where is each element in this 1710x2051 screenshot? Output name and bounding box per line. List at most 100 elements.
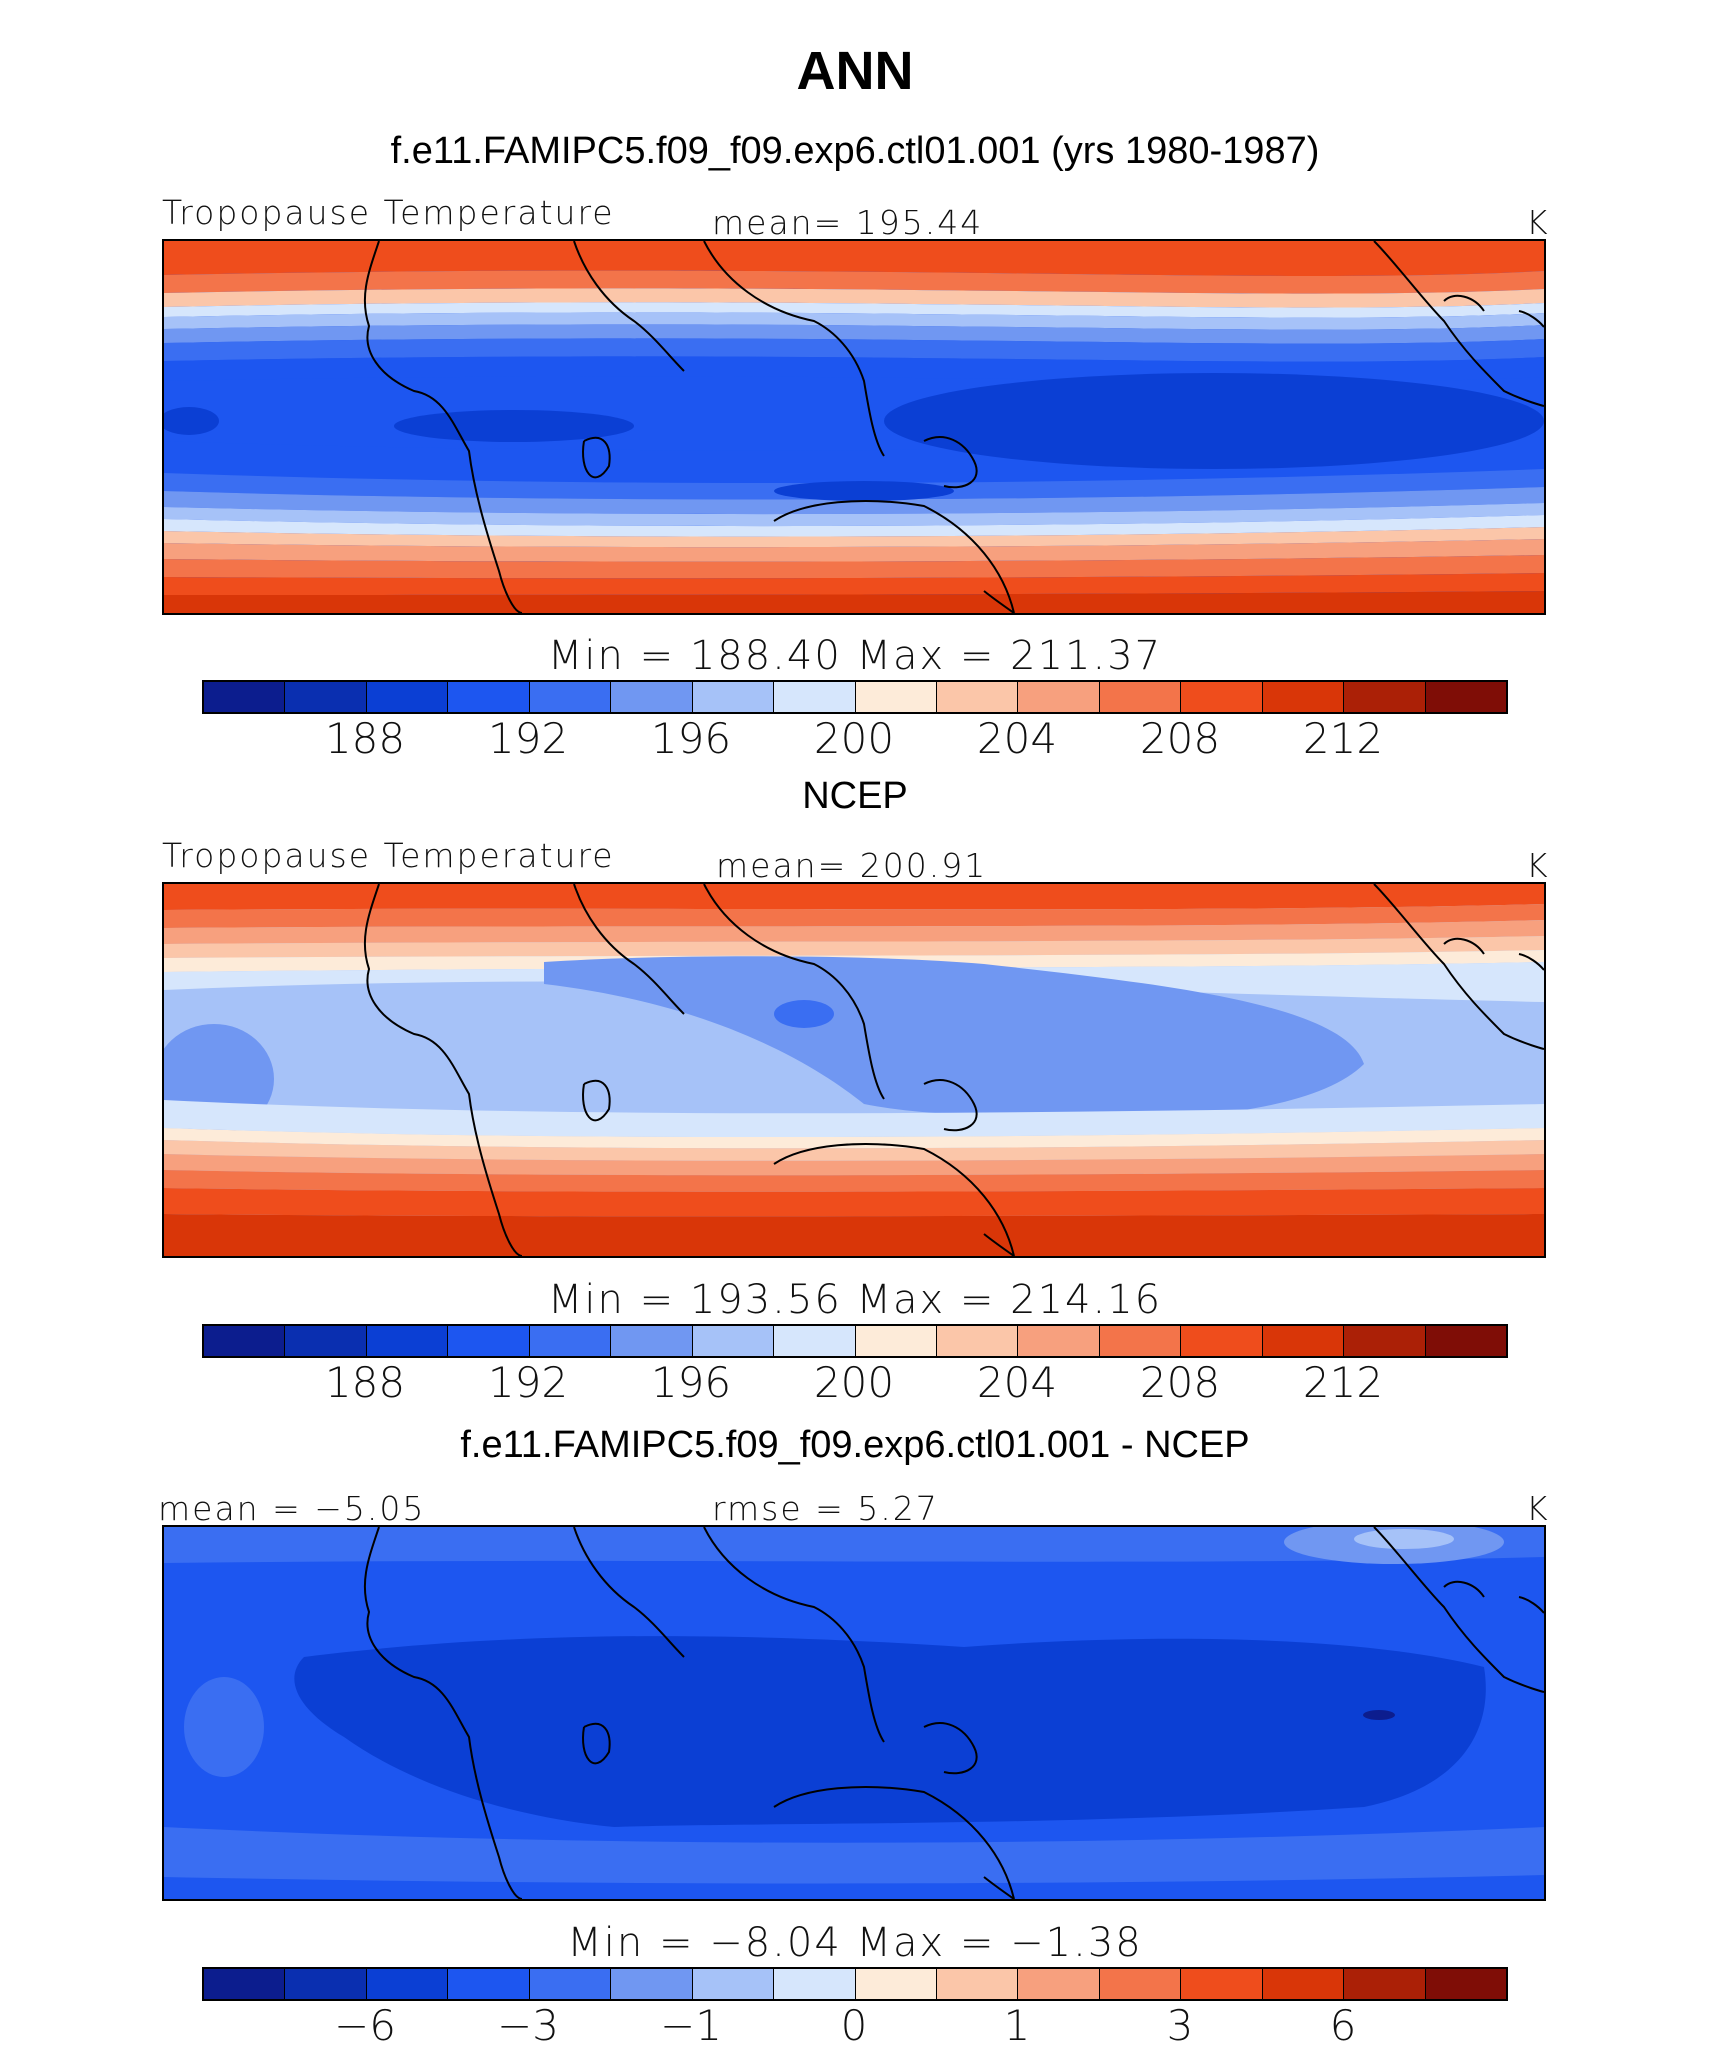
- colorbar-swatch: [1425, 1969, 1506, 1999]
- panel-3-colorbar-ticks: −6 −3 −1 0 1 3 6: [0, 2001, 1710, 2051]
- panel-1-title: f.e11.FAMIPC5.f09_f09.exp6.ctl01.001 (yr…: [390, 130, 1320, 172]
- colorbar-swatch: [285, 1969, 367, 1999]
- panel-1-variable-label: Tropopause Temperature: [162, 193, 615, 232]
- colorbar-swatch: [855, 1969, 937, 1999]
- colorbar-swatch: [1018, 682, 1100, 712]
- colorbar-swatch: [448, 1969, 530, 1999]
- panel-2-units-label: K: [1526, 846, 1550, 885]
- colorbar-swatch: [774, 1326, 856, 1356]
- colorbar-tick-label: 196: [650, 1358, 732, 1407]
- colorbar-swatch: [204, 1969, 286, 1999]
- colorbar-swatch: [692, 682, 775, 712]
- colorbar-tick-label: 200: [813, 714, 895, 763]
- colorbar-swatch: [936, 682, 1019, 712]
- colorbar-tick-label: 192: [487, 714, 569, 763]
- colorbar-swatch: [1262, 682, 1345, 712]
- panel-2-min-max: Min = 193.56 Max = 214.16: [547, 1277, 1163, 1323]
- panel-2-temperature-field: [164, 884, 1544, 1256]
- panel-1-mean-label: mean= 195.44: [712, 203, 984, 242]
- colorbar-tick-label: −3: [497, 2001, 559, 2050]
- panel-3-difference-field: [164, 1527, 1544, 1899]
- colorbar-tick-label: 196: [650, 714, 732, 763]
- colorbar-swatch: [1344, 1969, 1426, 1999]
- panel-1-temperature-field: [164, 241, 1544, 613]
- colorbar-tick-label: −1: [660, 2001, 722, 2050]
- colorbar-swatch: [529, 682, 612, 712]
- panel-2-map: [162, 882, 1546, 1258]
- colorbar-tick-label: 204: [976, 1358, 1058, 1407]
- colorbar-swatch: [1018, 1326, 1100, 1356]
- panel-3-map: [162, 1525, 1546, 1901]
- colorbar-swatch: [936, 1969, 1019, 1999]
- colorbar-swatch: [529, 1326, 612, 1356]
- colorbar-tick-label: 192: [487, 1358, 569, 1407]
- colorbar-swatch: [1099, 1326, 1182, 1356]
- colorbar-tick-label: −6: [334, 2001, 396, 2050]
- panel-3-colorbar: [202, 1967, 1508, 2001]
- colorbar-swatch: [1425, 1326, 1506, 1356]
- colorbar-swatch: [1262, 1969, 1345, 1999]
- figure-title: ANN: [796, 41, 914, 101]
- colorbar-swatch: [448, 682, 530, 712]
- panel-2-mean-label: mean= 200.91: [716, 846, 988, 885]
- panel-2-colorbar-ticks: 188 192 196 200 204 208 212: [0, 1358, 1710, 1408]
- colorbar-tick-label: 208: [1139, 714, 1221, 763]
- colorbar-swatch: [1425, 682, 1506, 712]
- panel-3-title: f.e11.FAMIPC5.f09_f09.exp6.ctl01.001 - N…: [460, 1424, 1250, 1466]
- colorbar-tick-label: 3: [1166, 2001, 1194, 2050]
- colorbar-swatch: [611, 1326, 693, 1356]
- colorbar-swatch: [774, 1969, 856, 1999]
- panel-2-variable-label: Tropopause Temperature: [162, 836, 615, 875]
- colorbar-swatch: [692, 1969, 775, 1999]
- colorbar-swatch: [611, 682, 693, 712]
- colorbar-tick-label: 188: [324, 714, 406, 763]
- panel-3-rmse-label: rmse = 5.27: [712, 1489, 939, 1528]
- colorbar-swatch: [1344, 1326, 1426, 1356]
- colorbar-swatch: [774, 682, 856, 712]
- panel-3-coastlines: [363, 1527, 1544, 1899]
- panel-1-colorbar: [202, 680, 1508, 714]
- colorbar-tick-label: 212: [1302, 714, 1384, 763]
- colorbar-swatch: [1099, 1969, 1182, 1999]
- colorbar-swatch: [285, 682, 367, 712]
- panel-1-colorbar-ticks: 188 192 196 200 204 208 212: [0, 714, 1710, 764]
- colorbar-tick-label: 208: [1139, 1358, 1221, 1407]
- colorbar-swatch: [448, 1326, 530, 1356]
- colorbar-swatch: [1262, 1326, 1345, 1356]
- colorbar-swatch: [855, 682, 937, 712]
- colorbar-tick-label: 212: [1302, 1358, 1384, 1407]
- colorbar-swatch: [285, 1326, 367, 1356]
- colorbar-swatch: [366, 682, 449, 712]
- colorbar-swatch: [366, 1326, 449, 1356]
- panel-1-coastlines: [363, 241, 1544, 613]
- colorbar-swatch: [204, 682, 286, 712]
- colorbar-swatch: [366, 1969, 449, 1999]
- colorbar-swatch: [529, 1969, 612, 1999]
- colorbar-swatch: [855, 1326, 937, 1356]
- colorbar-swatch: [611, 1969, 693, 1999]
- colorbar-swatch: [1018, 1969, 1100, 1999]
- colorbar-swatch: [1344, 682, 1426, 712]
- colorbar-swatch: [1181, 682, 1263, 712]
- panel-2-colorbar: [202, 1324, 1508, 1358]
- colorbar-swatch: [204, 1326, 286, 1356]
- panel-3-min-max: Min = −8.04 Max = −1.38: [567, 1920, 1143, 1966]
- panel-1-min-max: Min = 188.40 Max = 211.37: [547, 633, 1163, 679]
- panel-3-mean-label: mean = −5.05: [158, 1489, 426, 1528]
- panel-1-units-label: K: [1526, 203, 1550, 242]
- colorbar-tick-label: 188: [324, 1358, 406, 1407]
- colorbar-swatch: [936, 1326, 1019, 1356]
- panel-2-title: NCEP: [802, 775, 908, 817]
- colorbar-tick-label: 6: [1329, 2001, 1357, 2050]
- colorbar-tick-label: 200: [813, 1358, 895, 1407]
- colorbar-swatch: [692, 1326, 775, 1356]
- colorbar-tick-label: 1: [1003, 2001, 1031, 2050]
- colorbar-tick-label: 0: [840, 2001, 868, 2050]
- colorbar-swatch: [1181, 1326, 1263, 1356]
- panel-2-coastlines: [363, 884, 1544, 1256]
- colorbar-swatch: [1181, 1969, 1263, 1999]
- colorbar-tick-label: 204: [976, 714, 1058, 763]
- panel-1-map: [162, 239, 1546, 615]
- colorbar-swatch: [1099, 682, 1182, 712]
- panel-3-units-label: K: [1526, 1489, 1550, 1528]
